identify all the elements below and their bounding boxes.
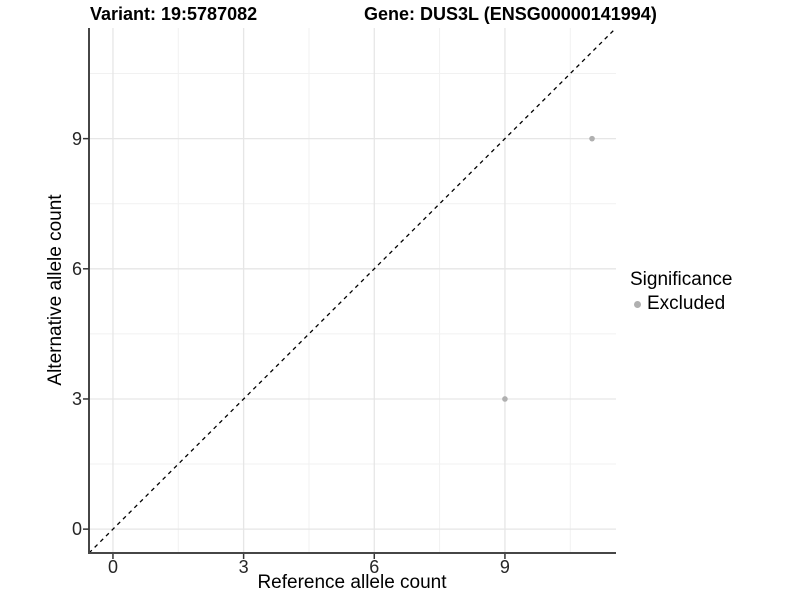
y-tick-label: 6 <box>71 258 82 279</box>
x-axis-title: Reference allele count <box>257 572 447 593</box>
identity-line <box>88 27 617 554</box>
legend-item-label: Excluded <box>647 293 726 314</box>
legend-point-icon <box>634 300 641 308</box>
x-tick-label: 9 <box>499 557 510 577</box>
x-tick-label: 0 <box>107 557 118 577</box>
y-tick-label: 9 <box>71 128 82 149</box>
x-tick-label: 6 <box>369 557 380 577</box>
y-axis-title: Alternative allele count <box>45 194 66 386</box>
data-point <box>502 396 508 402</box>
legend-title: Significance <box>630 269 733 290</box>
data-point <box>589 135 595 142</box>
y-tick-label: 0 <box>71 519 82 540</box>
x-tick-label: 3 <box>238 557 249 577</box>
legend: Significance Excluded <box>630 269 732 315</box>
plot-title-gene: Gene: DUS3L (ENSG00000141994) <box>364 4 657 24</box>
plot-title-variant: Variant: 19:5787082 <box>90 4 258 24</box>
legend-item-excluded: Excluded <box>630 293 732 315</box>
y-tick-label: 3 <box>71 388 82 409</box>
